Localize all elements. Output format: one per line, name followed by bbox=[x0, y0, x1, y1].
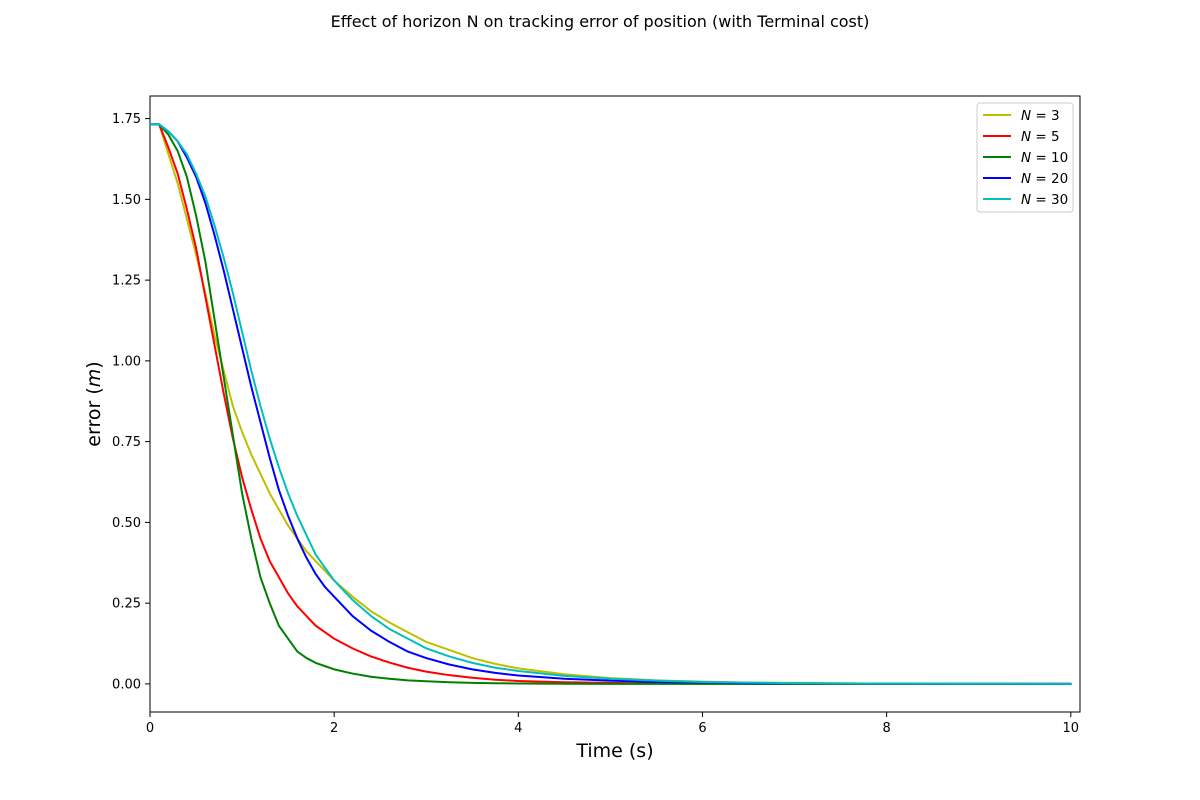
legend-label-n10: N = 10 bbox=[1021, 150, 1068, 166]
legend-items: N = 3 N = 5 N = 10 N = 20 N = 30 bbox=[983, 108, 1068, 208]
y-tick-label: 1.00 bbox=[112, 354, 141, 369]
y-axis-label: error (m) bbox=[83, 361, 105, 446]
y-axis-label-unit: m bbox=[83, 369, 105, 388]
x-tick-label: 6 bbox=[698, 721, 706, 736]
x-tick-label: 0 bbox=[146, 721, 154, 736]
legend: N = 3 N = 5 N = 10 N = 20 N = 30 bbox=[976, 102, 1074, 213]
x-axis-ticks: 0 2 4 6 8 10 bbox=[146, 712, 1079, 736]
legend-label-n3: N = 3 bbox=[1021, 108, 1060, 124]
x-tick-label: 10 bbox=[1063, 721, 1080, 736]
x-tick-label: 2 bbox=[330, 721, 338, 736]
x-tick-label: 8 bbox=[882, 721, 890, 736]
chart-title: Effect of horizon N on tracking error of… bbox=[331, 12, 870, 31]
legend-box bbox=[976, 102, 1074, 213]
y-tick-label: 1.50 bbox=[112, 193, 141, 208]
y-axis-label-text: error ( bbox=[83, 387, 105, 446]
x-axis-label: Time (s) bbox=[575, 740, 653, 762]
y-tick-label: 1.75 bbox=[112, 112, 141, 127]
y-axis-label-suffix: ) bbox=[83, 361, 105, 368]
y-tick-label: 0.50 bbox=[112, 516, 141, 531]
series-line-n10 bbox=[149, 123, 1072, 685]
series-group bbox=[149, 123, 1072, 685]
legend-label-n5: N = 5 bbox=[1021, 129, 1060, 145]
x-tick-label: 4 bbox=[514, 721, 522, 736]
y-axis-ticks: 0.00 0.25 0.50 0.75 1.00 1.25 1.50 1.75 bbox=[112, 112, 150, 692]
y-tick-label: 0.75 bbox=[112, 435, 141, 450]
series-line-n20 bbox=[149, 123, 1072, 685]
y-tick-label: 0.00 bbox=[112, 677, 141, 692]
y-tick-label: 0.25 bbox=[112, 597, 141, 612]
series-line-n30 bbox=[149, 123, 1072, 685]
legend-label-n20: N = 20 bbox=[1021, 171, 1068, 187]
axes-frame bbox=[149, 95, 1081, 713]
plot-area: 0 2 4 6 8 10 0.00 0.25 0.50 0.75 1.00 1.25 1.50 1.75 bbox=[112, 95, 1081, 736]
y-tick-label: 1.25 bbox=[112, 274, 141, 289]
legend-label-n30: N = 30 bbox=[1021, 192, 1068, 208]
